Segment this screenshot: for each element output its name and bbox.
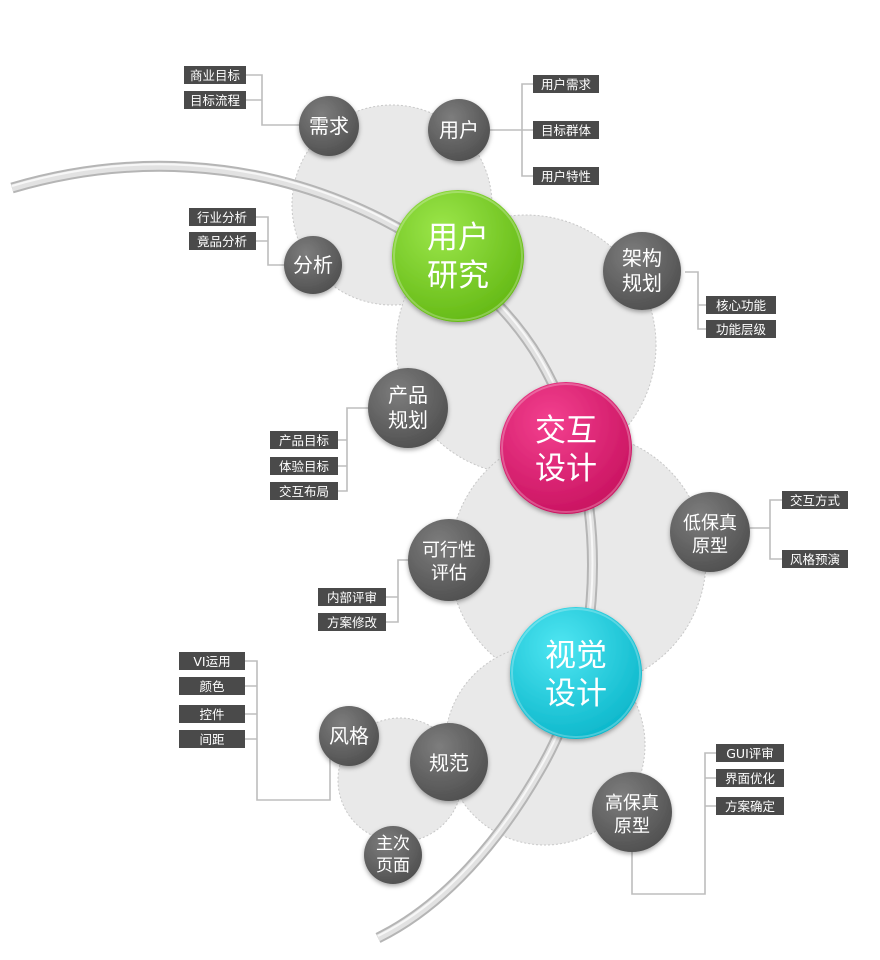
svg-text:可行性: 可行性 [422, 540, 476, 561]
nodes: 需求 用户 分析 架构 规划 产品 规划 低保真 原型 可行性 评估 [284, 96, 750, 884]
tag-high-fi-1: 界面优化 [716, 769, 784, 787]
node-style[interactable]: 风格 [319, 706, 379, 766]
svg-text:架构: 架构 [622, 246, 662, 270]
svg-text:交互方式: 交互方式 [790, 493, 841, 508]
tag-user-0: 用户需求 [533, 75, 599, 93]
svg-text:目标流程: 目标流程 [190, 93, 241, 108]
svg-text:GUI评审: GUI评审 [726, 746, 774, 761]
tag-style-1: 颜色 [179, 677, 245, 695]
svg-text:高保真: 高保真 [605, 793, 659, 814]
tag-product-plan-0: 产品目标 [270, 431, 338, 449]
node-spec[interactable]: 规范 [410, 723, 488, 801]
main-nodes: 用户 研究 交互 设计 视觉 设计 [392, 190, 642, 739]
svg-text:控件: 控件 [199, 707, 224, 722]
svg-text:VI运用: VI运用 [193, 654, 230, 669]
tag-analysis-1: 竟品分析 [189, 232, 256, 250]
svg-text:方案修改: 方案修改 [327, 615, 378, 630]
svg-text:行业分析: 行业分析 [197, 210, 247, 225]
svg-text:研究: 研究 [427, 258, 489, 294]
svg-text:界面优化: 界面优化 [725, 771, 776, 786]
svg-text:方案确定: 方案确定 [725, 799, 775, 814]
node-demand[interactable]: 需求 [299, 96, 359, 156]
tag-analysis-0: 行业分析 [189, 208, 256, 226]
svg-text:内部评审: 内部评审 [327, 590, 377, 605]
svg-text:产品目标: 产品目标 [279, 433, 329, 448]
tag-architecture-1: 功能层级 [706, 320, 776, 338]
tag-high-fi-0: GUI评审 [716, 744, 784, 762]
svg-text:风格预演: 风格预演 [790, 552, 840, 567]
tag-demand-0: 商业目标 [184, 66, 246, 84]
tag-product-plan-1: 体验目标 [270, 457, 338, 475]
svg-text:分析: 分析 [293, 253, 333, 277]
svg-text:用户特性: 用户特性 [541, 169, 591, 184]
main-node-research[interactable]: 用户 研究 [392, 190, 524, 322]
node-user[interactable]: 用户 [428, 99, 490, 161]
tag-style-3: 间距 [179, 730, 245, 748]
node-analysis[interactable]: 分析 [284, 236, 342, 294]
tag-low-fi-1: 风格预演 [782, 550, 848, 568]
svg-text:规划: 规划 [388, 408, 428, 432]
svg-text:设计: 设计 [545, 676, 607, 712]
svg-text:评估: 评估 [431, 563, 467, 584]
svg-text:设计: 设计 [535, 451, 597, 487]
tag-user-2: 用户特性 [533, 167, 599, 185]
svg-text:规范: 规范 [429, 751, 469, 775]
connectors [245, 74, 782, 895]
svg-text:主次: 主次 [376, 834, 410, 854]
svg-text:规划: 规划 [622, 271, 662, 295]
tag-feasibility-1: 方案修改 [318, 613, 386, 631]
main-node-visual[interactable]: 视觉 设计 [510, 607, 642, 739]
node-main-page[interactable]: 主次 页面 [364, 826, 422, 884]
svg-text:原型: 原型 [692, 536, 728, 557]
svg-text:商业目标: 商业目标 [190, 68, 240, 83]
svg-text:体验目标: 体验目标 [279, 459, 329, 474]
svg-text:低保真: 低保真 [683, 513, 737, 534]
node-architecture[interactable]: 架构 规划 [603, 232, 681, 310]
svg-text:交互布局: 交互布局 [279, 484, 329, 499]
node-low-fi[interactable]: 低保真 原型 [670, 492, 750, 572]
svg-text:目标群体: 目标群体 [541, 123, 592, 138]
tag-feasibility-0: 内部评审 [318, 588, 386, 606]
tag-high-fi-2: 方案确定 [716, 797, 784, 815]
svg-text:页面: 页面 [376, 856, 410, 876]
tag-product-plan-2: 交互布局 [270, 482, 338, 500]
svg-text:需求: 需求 [309, 114, 349, 138]
svg-text:间距: 间距 [199, 732, 224, 747]
main-node-interaction[interactable]: 交互 设计 [500, 382, 632, 514]
svg-text:风格: 风格 [329, 724, 369, 748]
tag-low-fi-0: 交互方式 [782, 491, 848, 509]
svg-text:原型: 原型 [614, 816, 650, 837]
svg-text:功能层级: 功能层级 [716, 322, 767, 337]
tag-style-0: VI运用 [179, 652, 245, 670]
node-feasibility[interactable]: 可行性 评估 [408, 519, 490, 601]
node-product-plan[interactable]: 产品 规划 [368, 368, 448, 448]
tag-user-1: 目标群体 [533, 121, 599, 139]
tag-architecture-0: 核心功能 [706, 296, 776, 314]
svg-text:视觉: 视觉 [545, 638, 607, 674]
tags: 商业目标 目标流程 用户需求 目标群体 用户特性 行业分析 竟品分析 [179, 66, 848, 815]
svg-text:交互: 交互 [535, 413, 597, 449]
svg-text:用户: 用户 [439, 118, 479, 142]
svg-text:用户需求: 用户需求 [541, 77, 592, 92]
tag-demand-1: 目标流程 [184, 91, 246, 109]
svg-text:竟品分析: 竟品分析 [197, 234, 247, 249]
node-high-fi[interactable]: 高保真 原型 [592, 772, 672, 852]
tag-style-2: 控件 [179, 705, 245, 723]
svg-text:用户: 用户 [427, 220, 489, 256]
svg-text:核心功能: 核心功能 [716, 298, 767, 313]
svg-text:产品: 产品 [388, 383, 428, 407]
svg-text:颜色: 颜色 [199, 679, 225, 694]
